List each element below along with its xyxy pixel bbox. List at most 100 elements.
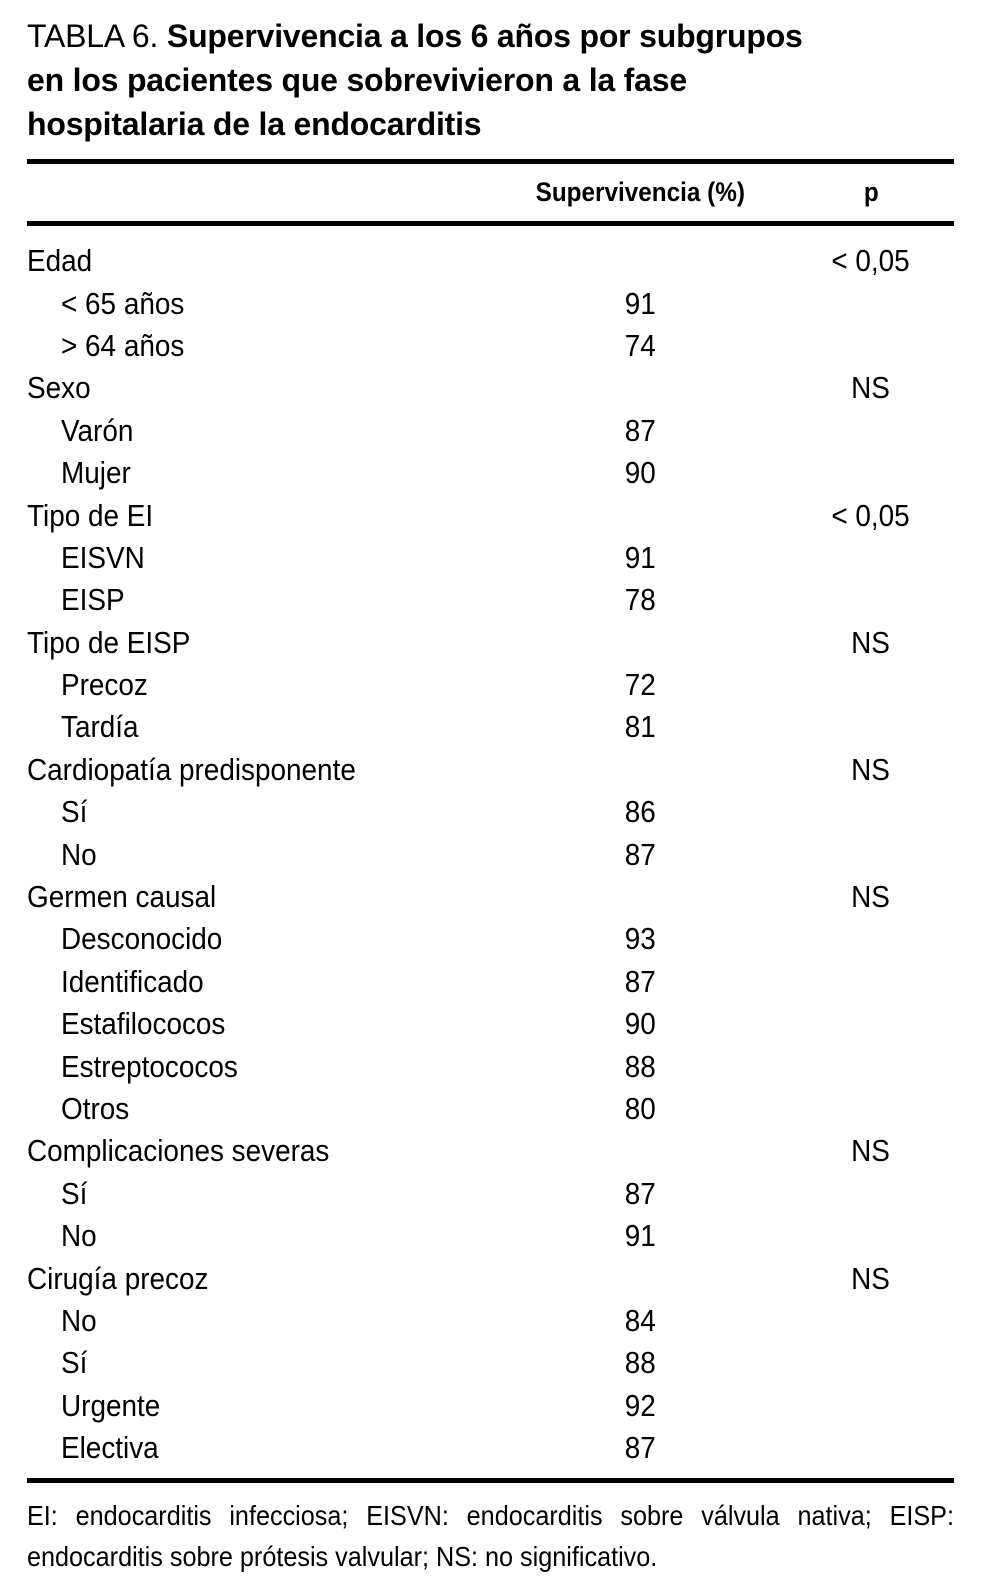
row-label-text: Estafilococos xyxy=(61,1006,226,1042)
table-row: EISP 78 xyxy=(27,579,954,621)
row-label-text: Estreptococos xyxy=(61,1048,238,1084)
table-row: No 91 xyxy=(27,1215,954,1257)
row-survival-value-text: 91 xyxy=(624,1218,656,1254)
row-p-value xyxy=(788,1388,954,1424)
row-label: Urgente xyxy=(27,1388,492,1424)
row-p-value xyxy=(788,921,954,957)
row-label-text: EISP xyxy=(61,582,125,618)
row-p-value: < 0,05 xyxy=(788,498,954,534)
row-survival-value xyxy=(492,243,788,279)
footnote-line2: endocarditis sobre prótesis valvular; NS… xyxy=(27,1541,658,1573)
row-p-value-text: NS xyxy=(851,879,891,915)
header-survival-label: Supervivencia (%) xyxy=(535,177,745,207)
row-p-value: NS xyxy=(788,752,954,788)
row-label-text: Mujer xyxy=(61,455,131,491)
table-row: Sí 88 xyxy=(27,1342,954,1384)
row-label: Varón xyxy=(27,413,492,449)
table-row: < 65 años 91 xyxy=(27,282,954,324)
table-row: Sexo NS xyxy=(27,367,954,409)
row-label: Edad xyxy=(27,243,492,279)
row-p-value xyxy=(788,1430,954,1466)
row-survival-value: 90 xyxy=(492,455,788,491)
table-row: Tardía 81 xyxy=(27,706,954,748)
table-row: Sí 86 xyxy=(27,791,954,833)
row-survival-value-text: 78 xyxy=(624,582,656,618)
row-label-text: Cirugía precoz xyxy=(27,1260,209,1296)
row-label: Germen causal xyxy=(27,879,492,915)
row-survival-value: 90 xyxy=(492,1006,788,1042)
row-survival-value: 91 xyxy=(492,540,788,576)
row-survival-value xyxy=(492,1133,788,1169)
row-survival-value: 92 xyxy=(492,1388,788,1424)
row-p-value: < 0,05 xyxy=(788,243,954,279)
row-label: Electiva xyxy=(27,1430,492,1466)
table-row: Otros 80 xyxy=(27,1088,954,1130)
row-survival-value-text: 90 xyxy=(624,455,656,491)
row-label-text: Complicaciones severas xyxy=(27,1133,330,1169)
table-row: Tipo de EISP NS xyxy=(27,622,954,664)
row-survival-value-text: 91 xyxy=(624,539,656,575)
table-row: Edad < 0,05 xyxy=(27,240,954,282)
row-survival-value xyxy=(492,625,788,661)
row-label-text: Electiva xyxy=(61,1430,159,1466)
row-survival-value: 84 xyxy=(492,1303,788,1339)
table-header-row: Supervivencia (%) p xyxy=(27,164,954,221)
row-survival-value: 88 xyxy=(492,1345,788,1381)
row-label: Tipo de EISP xyxy=(27,625,492,661)
row-p-value: NS xyxy=(788,1261,954,1297)
row-p-value xyxy=(788,1091,954,1127)
table-footnote: EI: endocarditis infecciosa; EISVN: endo… xyxy=(27,1495,954,1577)
row-label: Estreptococos xyxy=(27,1049,492,1085)
table-title-line2: en los pacientes que sobrevivieron a la … xyxy=(27,62,687,98)
table-row: Urgente 92 xyxy=(27,1385,954,1427)
header-p-label: p xyxy=(863,177,879,207)
table-row: No 87 xyxy=(27,833,954,875)
row-label: Identificado xyxy=(27,964,492,1000)
row-survival-value-text: 88 xyxy=(624,1345,656,1381)
row-label: EISP xyxy=(27,582,492,618)
row-survival-value-text: 81 xyxy=(624,709,656,745)
row-label: No xyxy=(27,1218,492,1254)
table-row: EISVN 91 xyxy=(27,537,954,579)
row-survival-value: 91 xyxy=(492,286,788,322)
row-survival-value-text: 86 xyxy=(624,794,656,830)
row-label-text: Varón xyxy=(61,412,134,448)
row-label: Estafilococos xyxy=(27,1006,492,1042)
row-label-text: Sí xyxy=(61,1345,88,1381)
table-row: Precoz 72 xyxy=(27,664,954,706)
row-label-text: Urgente xyxy=(61,1387,161,1423)
table-row: Varón 87 xyxy=(27,410,954,452)
row-label-text: Cardiopatía predisponente xyxy=(27,751,356,787)
table-title: TABLA 6. Supervivencia a los 6 años por … xyxy=(27,14,954,146)
table-row: Complicaciones severas NS xyxy=(27,1130,954,1172)
row-survival-value-text: 87 xyxy=(624,836,656,872)
row-p-value-text: NS xyxy=(851,370,891,406)
row-p-value-text: NS xyxy=(851,1133,891,1169)
header-survival: Supervivencia (%) xyxy=(492,177,788,208)
row-survival-value: 87 xyxy=(492,837,788,873)
row-label-text: Otros xyxy=(61,1091,130,1126)
table-title-text: Supervivencia a los 6 años por subgrupos xyxy=(166,18,803,54)
row-label: > 64 años xyxy=(27,328,492,364)
row-p-value xyxy=(788,1176,954,1212)
row-label-text: Tipo de EISP xyxy=(27,624,191,660)
row-label: Cirugía precoz xyxy=(27,1261,492,1297)
row-label: Desconocido xyxy=(27,921,492,957)
row-p-value-text: < 0,05 xyxy=(831,497,911,533)
footnote-line1: EI: endocarditis infecciosa; EISVN: endo… xyxy=(27,1500,954,1532)
top-rule xyxy=(27,159,954,164)
table-number-label: TABLA 6. xyxy=(27,18,159,54)
row-p-value xyxy=(788,455,954,491)
bottom-rule xyxy=(27,1478,954,1484)
row-p-value xyxy=(788,667,954,703)
row-p-value-text: NS xyxy=(851,624,891,660)
table-row: Electiva 87 xyxy=(27,1427,954,1469)
row-p-value xyxy=(788,837,954,873)
row-p-value xyxy=(788,328,954,364)
table-row: Sí 87 xyxy=(27,1173,954,1215)
row-label: No xyxy=(27,1303,492,1339)
row-survival-value: 74 xyxy=(492,328,788,364)
row-p-value-text: < 0,05 xyxy=(831,243,911,279)
row-label-text: EISVN xyxy=(61,539,145,575)
